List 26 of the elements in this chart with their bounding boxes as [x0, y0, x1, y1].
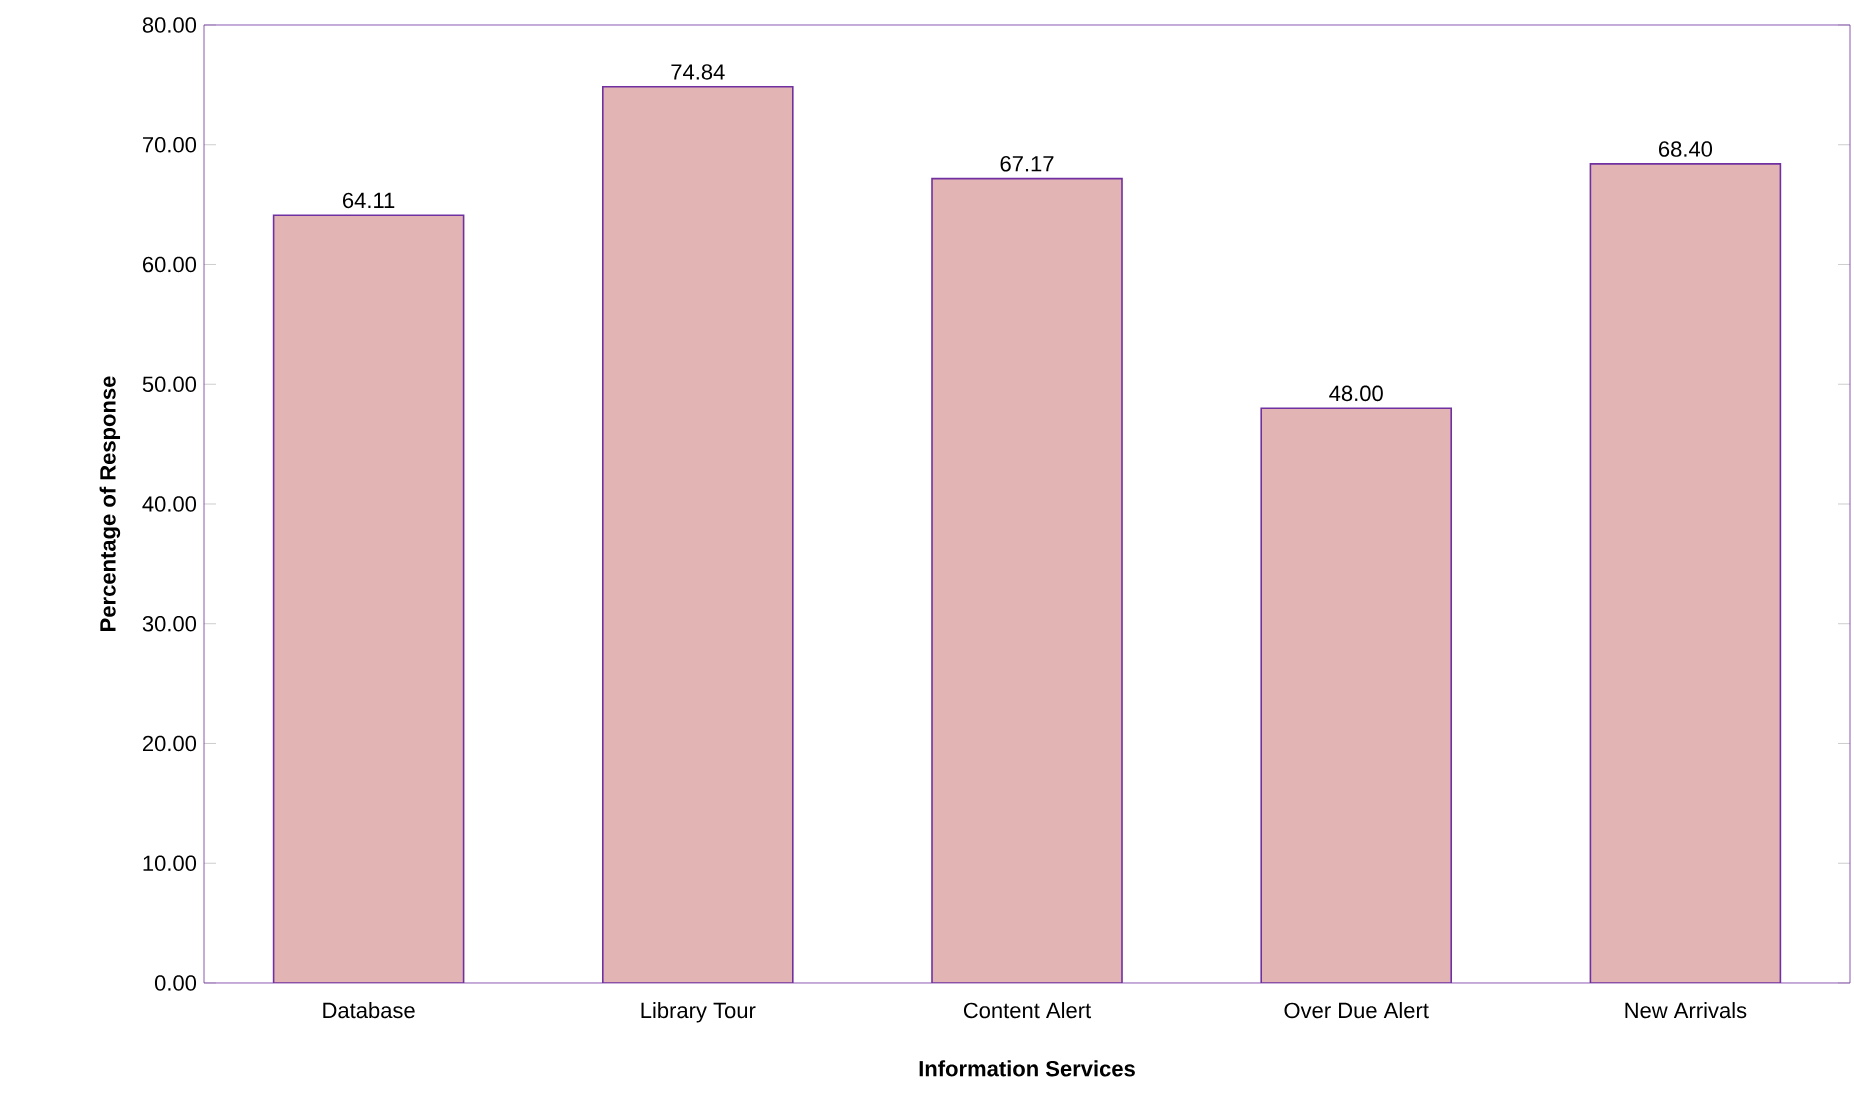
bar	[1589, 163, 1782, 983]
data-label: 48.00	[1329, 385, 1383, 402]
x-tick-label: Library Tour	[641, 1002, 756, 1023]
data-label: 74.84	[671, 64, 725, 80]
bar	[931, 177, 1123, 983]
y-tick-label: 10.00	[143, 855, 197, 872]
y-tick-label: 60.00	[143, 256, 197, 273]
x-tick-label: Content Alert	[963, 1002, 1092, 1019]
data-label: 67.17	[1000, 156, 1054, 172]
data-label: 64.11	[343, 192, 395, 209]
bar	[1260, 407, 1453, 983]
bar	[272, 214, 465, 983]
data-label: 68.40	[1659, 141, 1713, 157]
y-tick-label: 50.00	[142, 376, 197, 393]
y-tick-label: 40.00	[142, 496, 197, 512]
x-axis-title: Information Services	[919, 1060, 1135, 1077]
y-tick-label: 70.00	[143, 136, 197, 153]
x-tick-label: New Arrivals	[1625, 1002, 1747, 1019]
y-tick-label: 20.00	[142, 735, 197, 752]
x-tick-label: Database	[323, 1002, 415, 1019]
y-axis-title: Percentage of Response	[99, 376, 121, 631]
y-tick-label: 0.00	[154, 975, 197, 991]
y-tick-label: 80.00	[142, 17, 197, 33]
x-tick-label: Over Due Alert	[1284, 1002, 1429, 1019]
y-tick-label: 30.00	[142, 615, 197, 632]
bar	[602, 85, 794, 983]
